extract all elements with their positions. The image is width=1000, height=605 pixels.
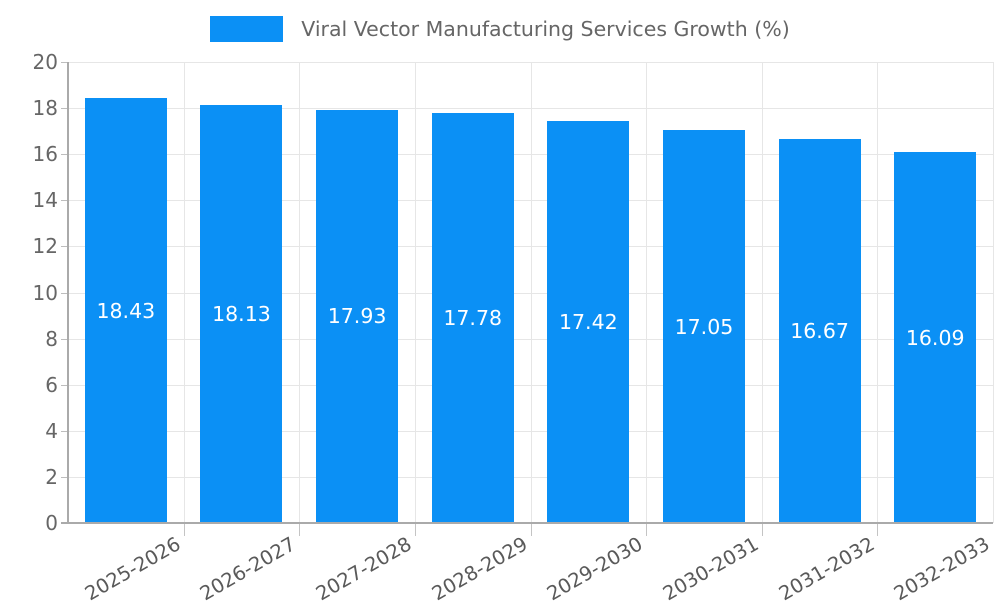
bar-value-label: 18.43	[96, 298, 156, 323]
legend-item-viral-vector-growth[interactable]: Viral Vector Manufacturing Services Grow…	[210, 16, 790, 42]
bar[interactable]: 17.42	[547, 121, 630, 523]
gridline-vertical	[762, 62, 763, 523]
y-axis-tick-label: 16	[32, 142, 58, 167]
chart-legend: Viral Vector Manufacturing Services Grow…	[0, 0, 1000, 58]
bar-value-label: 16.09	[905, 325, 965, 350]
bar-value-label: 17.42	[558, 310, 618, 335]
gridline-horizontal	[68, 154, 993, 156]
gridline-horizontal	[68, 200, 993, 202]
y-axis-tick-mark	[61, 108, 68, 110]
y-axis-tick-mark	[61, 292, 68, 294]
x-axis-tick-label: 2028-2029	[427, 532, 532, 605]
gridline-vertical	[531, 62, 532, 523]
y-axis-tick-mark	[61, 154, 68, 156]
x-axis-tick-label: 2027-2028	[312, 532, 416, 605]
y-axis-line	[67, 62, 69, 524]
legend-label: Viral Vector Manufacturing Services Grow…	[301, 16, 790, 41]
gridline-horizontal	[68, 292, 993, 294]
y-axis-tick-mark	[61, 62, 68, 63]
x-axis-tick-label: 2026-2027	[196, 532, 300, 605]
gridline-horizontal	[68, 246, 993, 248]
y-axis-tick-label: 8	[45, 326, 58, 351]
y-axis-tick-mark	[61, 200, 68, 202]
y-axis-tick-mark	[61, 384, 68, 386]
y-axis-tick-mark	[61, 430, 68, 432]
x-axis-tick-mark	[646, 524, 647, 536]
y-axis-tick-label: 0	[45, 511, 58, 535]
gridline-horizontal	[68, 62, 993, 63]
y-axis-tick-label: 2	[45, 464, 58, 489]
bar-value-label: 17.93	[327, 304, 387, 329]
x-axis-tick-label: 2032-2033	[890, 532, 994, 605]
gridline-horizontal	[68, 476, 993, 478]
x-axis-tick-mark	[531, 524, 532, 536]
y-axis-tick-label: 18	[32, 96, 58, 121]
gridline-vertical	[415, 62, 416, 523]
x-axis-tick-mark	[184, 524, 185, 536]
y-axis-tick-mark	[61, 338, 68, 340]
bar[interactable]: 18.43	[84, 98, 167, 523]
plot-area: 18.43 18.13 17.93 17.78 17.42 17.05 16.67 16.09	[68, 62, 994, 524]
bar-value-label: 17.78	[443, 306, 503, 331]
gridline-horizontal	[68, 430, 993, 432]
gridline-vertical	[299, 62, 300, 523]
y-axis-tick-label: 10	[32, 280, 58, 305]
bar[interactable]: 17.78	[431, 113, 514, 523]
bar[interactable]: 18.13	[200, 105, 283, 523]
bar-value-label: 18.13	[212, 302, 271, 327]
bar[interactable]: 16.09	[894, 152, 977, 523]
y-axis-tick-label: 12	[32, 234, 58, 259]
y-axis-tick-label: 6	[45, 372, 58, 397]
x-axis-tick-mark	[762, 524, 763, 536]
gridline-horizontal	[68, 338, 993, 340]
gridline-vertical	[646, 62, 647, 523]
gridline-vertical	[993, 62, 994, 523]
x-axis-tick-label: 2025-2026	[80, 532, 185, 605]
bar[interactable]: 17.93	[316, 109, 399, 523]
x-axis-tick-mark	[415, 524, 416, 536]
x-axis-tick-label: 2031-2032	[774, 532, 879, 605]
bar-value-label: 17.05	[674, 314, 734, 339]
x-axis-tick-label: 2029-2030	[543, 532, 647, 605]
x-axis-tick-label: 2030-2031	[658, 532, 763, 605]
x-axis-tick-mark	[299, 524, 300, 536]
x-axis-tick-mark	[877, 524, 878, 536]
gridline-vertical	[184, 62, 185, 523]
x-axis-line	[61, 522, 993, 524]
bar[interactable]: 16.67	[778, 138, 861, 523]
y-axis-tick-mark	[61, 476, 68, 478]
legend-color-swatch	[210, 16, 284, 42]
gridline-horizontal	[68, 108, 993, 110]
bar[interactable]: 17.05	[662, 130, 745, 523]
gridline-vertical	[877, 62, 878, 523]
y-axis-tick-label: 20	[32, 50, 58, 74]
y-axis-tick-label: 14	[32, 188, 58, 213]
y-axis-tick-mark	[61, 246, 68, 248]
y-axis-tick-label: 4	[45, 418, 58, 443]
gridline-horizontal	[68, 384, 993, 386]
bar-value-label: 16.67	[790, 318, 849, 343]
